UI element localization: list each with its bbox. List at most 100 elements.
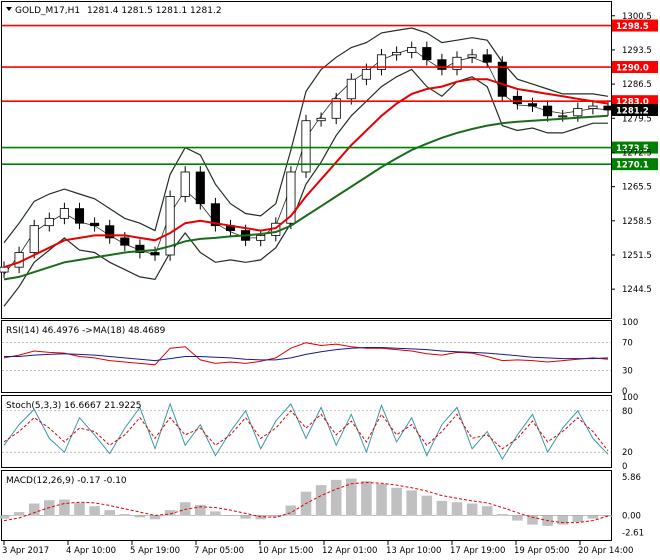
current-price-text: 1281.2 — [616, 106, 649, 116]
level-tag-1290.0 — [612, 61, 658, 74]
x-tick-label: 12 Apr 01:00 — [322, 546, 377, 556]
candle-body — [105, 225, 115, 239]
price-y-tick-label: 1272.5 — [622, 148, 652, 158]
macd-y-tick-label: 5.86 — [622, 473, 641, 483]
macd-y-tick-label: 0.00 — [622, 511, 641, 521]
x-tick-label: 4 Apr 10:00 — [66, 546, 116, 556]
macd-histogram-bar — [527, 515, 538, 525]
menu-triangle-icon[interactable] — [6, 7, 12, 11]
macd-histogram-bar — [466, 503, 478, 516]
macd-histogram-bar — [436, 500, 448, 516]
stoch-title: Stoch(5,3,3) 16.6667 21.9225 — [6, 401, 141, 411]
level-tag-text: 1290.0 — [616, 64, 649, 74]
candle-body — [44, 217, 54, 227]
rsi-ma-line — [4, 347, 609, 362]
rsi-pane[interactable] — [1, 320, 612, 393]
stoch-y-tick-label: 20 — [622, 448, 633, 458]
level-tag-text: 1298.5 — [616, 22, 649, 32]
chart-ohlc: 1281.4 1281.5 1281.1 1281.2 — [87, 6, 222, 16]
candle-body — [135, 244, 145, 253]
price-y-tick-label: 1258.5 — [622, 217, 652, 227]
rsi-y-tick-label: 0 — [622, 387, 627, 397]
x-tick-label: 20 Apr 14:00 — [578, 546, 633, 556]
macd-histogram-bar — [240, 515, 251, 519]
price-y-tick-label: 1300.5 — [622, 12, 652, 22]
candle-body — [467, 54, 477, 58]
candle-body — [165, 195, 175, 256]
candle-body — [543, 105, 553, 117]
x-tick-label: 7 Apr 05:00 — [194, 546, 244, 556]
rsi-y-tick-label: 70 — [622, 339, 633, 349]
candle-body — [588, 105, 598, 109]
level-tag-text: 1270.1 — [616, 161, 649, 171]
price-y-tick-label: 1244.5 — [622, 285, 652, 295]
stoch-k-line — [3, 402, 609, 461]
macd-histogram-bar — [421, 495, 433, 516]
x-tick-label: 19 Apr 05:00 — [514, 546, 569, 556]
macd-histogram-bar — [315, 485, 327, 516]
macd-histogram-bar — [406, 490, 417, 516]
rsi-line — [3, 342, 609, 366]
candle-body — [29, 225, 39, 253]
candle-body — [210, 203, 220, 227]
candle-body — [482, 54, 492, 63]
macd-histogram-bar — [376, 483, 387, 516]
macd-histogram-bar — [0, 515, 10, 519]
macd-histogram-bar — [89, 506, 100, 516]
rsi-title: RSI(14) 46.4976 ->MA(18) 48.4689 — [6, 326, 166, 336]
candle-body — [120, 237, 130, 246]
macd-histogram-bar — [119, 514, 131, 516]
candle-body — [361, 69, 371, 80]
macd-histogram-bar — [451, 502, 463, 516]
candle-body — [558, 115, 568, 118]
x-tick-label: 10 Apr 15:00 — [258, 546, 313, 556]
macd-signal-line — [3, 481, 609, 524]
price-y-tick-label: 1265.5 — [622, 183, 652, 193]
x-tick-label: 17 Apr 19:00 — [450, 546, 505, 556]
price-y-tick-label: 1251.5 — [622, 251, 652, 261]
candle-body — [497, 61, 507, 97]
stoch-y-tick-label: 80 — [622, 407, 633, 417]
candle-body — [603, 105, 613, 111]
axes: 1298.5 1290.0 1283.0 1273.5 1270.1 1281.2 1300… — [2, 12, 658, 556]
candle-body — [407, 47, 417, 53]
candle-body — [422, 47, 432, 61]
macd-histogram-bar — [74, 502, 85, 516]
level-tag-text: 1273.5 — [616, 144, 649, 154]
stoch-d-line — [3, 410, 609, 452]
rsi-y-tick-label: 100 — [622, 318, 638, 328]
macd-histogram-bar — [481, 506, 493, 516]
macd-histogram-bar — [225, 515, 236, 516]
macd-histogram-bar — [255, 515, 266, 520]
candle-body — [150, 252, 160, 256]
macd-histogram-bar — [602, 515, 614, 517]
candle-body — [512, 95, 522, 105]
macd-histogram-bar — [285, 505, 297, 516]
price-y-tick-label: 1279.5 — [622, 114, 652, 124]
macd-histogram-bar — [512, 515, 523, 521]
macd-histogram-bar — [587, 515, 599, 519]
candle-body — [527, 103, 538, 107]
stoch-pane[interactable] — [1, 395, 612, 468]
macd-histogram-bar — [179, 502, 191, 516]
candle-body — [195, 171, 205, 205]
candle-body — [301, 120, 311, 173]
level-tag-1270.1 — [612, 158, 658, 171]
rsi-y-tick-label: 30 — [622, 366, 633, 376]
candle-body — [376, 54, 387, 70]
current-price-tag — [612, 103, 658, 116]
macd-histogram-bar — [195, 504, 206, 516]
macd-histogram-bar — [104, 510, 115, 516]
x-tick-label: 5 Apr 19:00 — [130, 546, 180, 556]
candle-body — [437, 59, 447, 70]
macd-plot — [0, 478, 614, 526]
level-tag-text: 1283.0 — [616, 98, 649, 108]
x-tick-label: 13 Apr 10:00 — [386, 546, 441, 556]
level-tag-1273.5 — [612, 141, 658, 154]
stoch-y-tick-label: 100 — [622, 393, 638, 403]
moving-average-green-line — [3, 114, 609, 281]
candle-body — [180, 171, 190, 197]
x-tick-label: 3 Apr 2017 — [2, 546, 49, 556]
macd-histogram-bar — [572, 515, 584, 522]
